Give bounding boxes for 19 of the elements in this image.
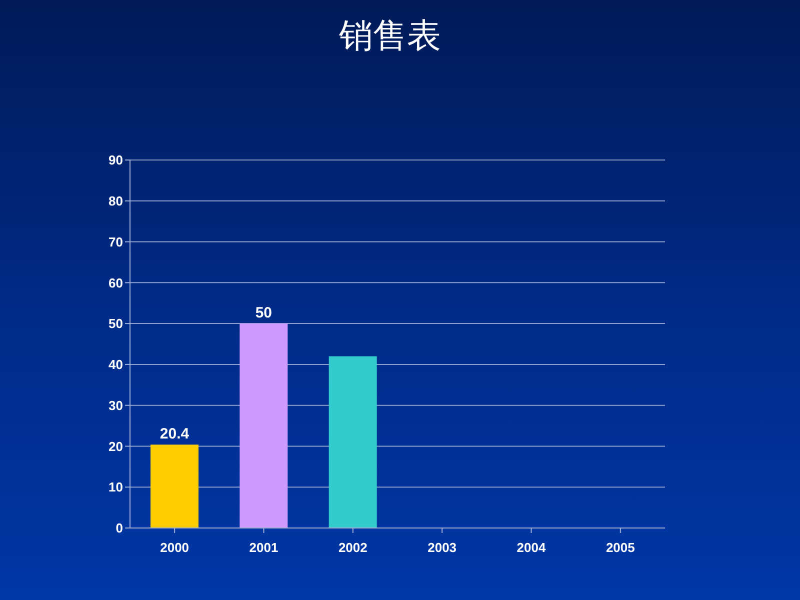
y-tick-label: 60 (108, 275, 123, 290)
y-tick-label: 30 (108, 398, 123, 413)
y-tick-label: 0 (116, 520, 123, 536)
y-tick-label: 10 (108, 480, 123, 495)
data-label: 50 (255, 304, 272, 322)
y-tick-label: 50 (108, 316, 123, 332)
y-tick-label: 80 (108, 194, 123, 209)
x-tick-label: 2002 (338, 540, 368, 556)
y-tick-label: 40 (108, 357, 123, 372)
y-tick-label: 90 (108, 152, 123, 168)
chart-title: 销售表 (338, 15, 442, 58)
y-tick-label: 70 (108, 234, 123, 250)
x-tick-label: 2001 (249, 540, 278, 556)
x-tick-label: 2000 (160, 540, 190, 556)
x-tick-label: 2004 (516, 540, 546, 556)
x-tick-label: 2005 (606, 540, 635, 556)
data-label: 20.4 (160, 426, 190, 443)
x-tick-label: 2003 (428, 540, 457, 556)
y-tick-label: 20 (108, 438, 123, 454)
